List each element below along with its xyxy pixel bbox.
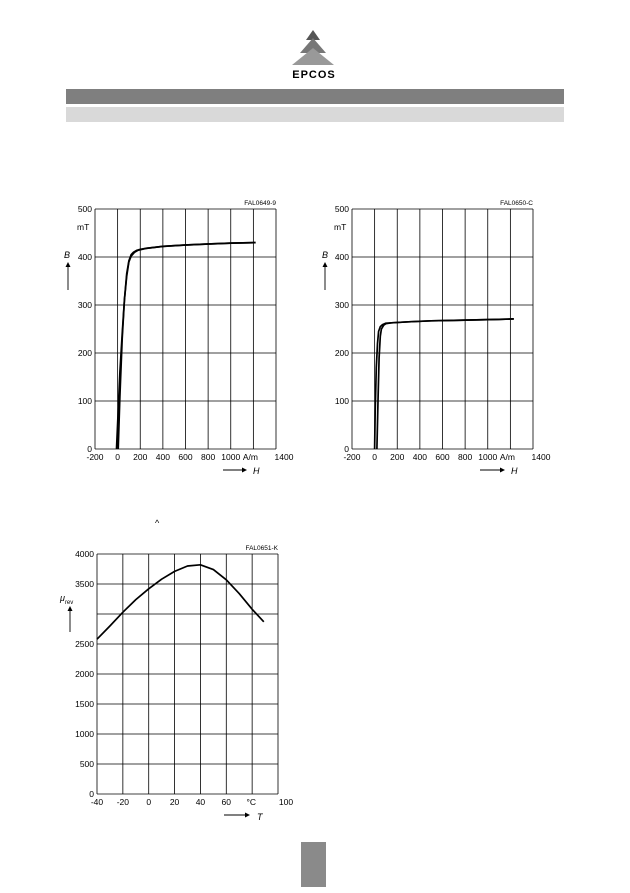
series-line-2 bbox=[117, 241, 256, 450]
x-arrow-head bbox=[245, 812, 250, 818]
x-tick-label: 600 bbox=[435, 452, 449, 462]
y-arrow-head bbox=[322, 262, 328, 267]
x-tick-label: 40 bbox=[196, 797, 206, 807]
y-unit-label: mT bbox=[334, 222, 346, 232]
y-tick-label: 200 bbox=[78, 348, 92, 358]
x-tick-label: -200 bbox=[343, 452, 360, 462]
x-tick-label: 20 bbox=[170, 797, 180, 807]
y-tick-label: 300 bbox=[335, 300, 349, 310]
y-axis-label: μrev bbox=[59, 593, 73, 606]
x-tick-label: 1000 bbox=[221, 452, 240, 462]
y-tick-label: 500 bbox=[78, 204, 92, 214]
header-bar-light bbox=[66, 107, 564, 122]
y-unit-label: mT bbox=[77, 222, 89, 232]
x-tick-label: 400 bbox=[413, 452, 427, 462]
x-tick-label: 100 bbox=[279, 797, 293, 807]
y-tick-label: 0 bbox=[89, 789, 94, 799]
y-tick-label: 500 bbox=[335, 204, 349, 214]
y-axis-label: B bbox=[322, 250, 328, 260]
y-axis-label: B bbox=[64, 250, 70, 260]
page-tab bbox=[301, 842, 326, 887]
y-tick-label: 500 bbox=[80, 759, 94, 769]
x-tick-label: 0 bbox=[372, 452, 377, 462]
epcos-logo: EPCOS bbox=[292, 30, 336, 81]
y-tick-label: 300 bbox=[78, 300, 92, 310]
logo-text: EPCOS bbox=[292, 69, 336, 81]
x-unit-label: A/m bbox=[243, 452, 258, 462]
series-line-1 bbox=[96, 563, 265, 640]
header-bar-dark bbox=[66, 89, 564, 104]
x-unit-label: °C bbox=[246, 797, 256, 807]
x-tick-label: 800 bbox=[201, 452, 215, 462]
y-arrow-head bbox=[65, 262, 71, 267]
x-tick-label: 200 bbox=[390, 452, 404, 462]
y-tick-label: 0 bbox=[87, 444, 92, 454]
x-tick-label: -40 bbox=[91, 797, 104, 807]
x-unit-label: A/m bbox=[500, 452, 515, 462]
figure-id-label: FAL0650-C bbox=[500, 200, 533, 207]
y-tick-label: 400 bbox=[78, 252, 92, 262]
x-axis-label: H bbox=[511, 466, 518, 476]
x-tick-label: 0 bbox=[146, 797, 151, 807]
x-tick-label: 0 bbox=[115, 452, 120, 462]
x-tick-label: 60 bbox=[222, 797, 232, 807]
figure-id-label: FAL0651-K bbox=[245, 545, 278, 552]
y-tick-label: 0 bbox=[344, 444, 349, 454]
y-axis-label-sub: rev bbox=[65, 600, 73, 606]
y-tick-label: 400 bbox=[335, 252, 349, 262]
x-axis-label: T bbox=[257, 812, 264, 822]
y-tick-label: 100 bbox=[335, 396, 349, 406]
x-tick-label: 200 bbox=[133, 452, 147, 462]
figure-id-label: FAL0649-9 bbox=[244, 200, 276, 207]
x-tick-label: 400 bbox=[156, 452, 170, 462]
y-tick-label: 3500 bbox=[75, 579, 94, 589]
series-line-2 bbox=[376, 318, 514, 450]
epcos-logo-mark bbox=[292, 30, 334, 65]
x-tick-label: 600 bbox=[178, 452, 192, 462]
x-tick-label: 1400 bbox=[532, 452, 551, 462]
y-tick-label: 1500 bbox=[75, 699, 94, 709]
x-tick-label: 1000 bbox=[478, 452, 497, 462]
y-tick-label: 200 bbox=[335, 348, 349, 358]
x-arrow-head bbox=[500, 467, 505, 473]
plot-area: FAL0651-K0500100015002000250035004000-40… bbox=[59, 545, 293, 822]
y-tick-label: 2000 bbox=[75, 669, 94, 679]
x-arrow-head bbox=[242, 467, 247, 473]
x-tick-label: -20 bbox=[117, 797, 130, 807]
y-tick-label: 1000 bbox=[75, 729, 94, 739]
y-tick-label: 2500 bbox=[75, 639, 94, 649]
x-axis-label: H bbox=[253, 466, 260, 476]
y-tick-label: 4000 bbox=[75, 549, 94, 559]
x-tick-label: 1400 bbox=[275, 452, 294, 462]
x-tick-label: -200 bbox=[86, 452, 103, 462]
y-arrow-head bbox=[67, 606, 73, 611]
y-tick-label: 100 bbox=[78, 396, 92, 406]
x-tick-label: 800 bbox=[458, 452, 472, 462]
